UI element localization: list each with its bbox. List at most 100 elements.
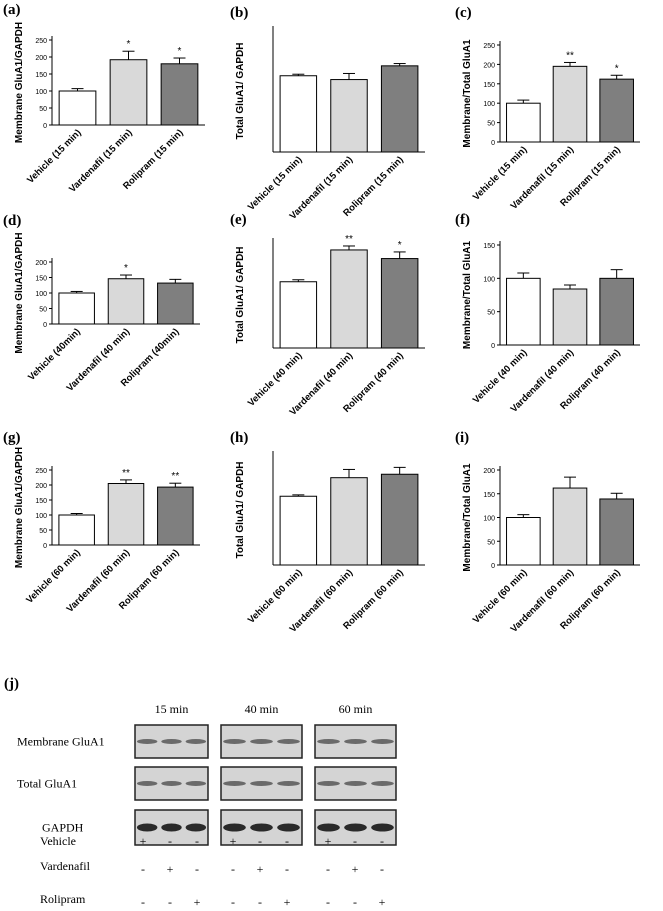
panel-label: (c) — [455, 5, 472, 21]
y-tick-label: 0 — [491, 343, 495, 350]
significance-label: * — [398, 240, 402, 251]
bar — [599, 498, 634, 566]
bar — [506, 102, 541, 143]
blot-band — [317, 781, 340, 786]
treatment-sign: + — [325, 834, 332, 848]
blot-band — [277, 739, 300, 744]
significance-label: * — [127, 39, 131, 50]
blot-band — [185, 823, 207, 832]
treatment-sign: + — [379, 895, 386, 909]
treatment-label: Vehicle — [40, 834, 76, 848]
bar — [552, 65, 588, 143]
treatment-sign: + — [230, 834, 237, 848]
treatment-sign: - — [326, 895, 330, 909]
y-tick-label: 50 — [39, 106, 47, 113]
blot-band — [344, 823, 367, 832]
bar — [330, 477, 368, 566]
blot-band — [277, 823, 300, 832]
blot-band — [371, 781, 394, 786]
y-tick-label: 100 — [35, 513, 47, 520]
y-tick-label: 0 — [491, 140, 495, 147]
treatment-sign: - — [231, 895, 235, 909]
bar — [157, 486, 194, 546]
blot-band — [136, 739, 158, 744]
panel-label: (e) — [230, 212, 247, 228]
blot-band — [223, 739, 246, 744]
significance-label: * — [615, 63, 619, 74]
treatment-label: Rolipram — [40, 892, 86, 906]
y-tick-label: 150 — [483, 492, 495, 499]
treatment-sign: - — [326, 862, 330, 876]
blot-band — [277, 781, 300, 786]
row-label: Total GluA1 — [17, 777, 77, 791]
bar — [58, 514, 95, 546]
bar — [330, 249, 368, 349]
y-axis-label: Membrane GluA1/GAPDH — [14, 447, 25, 568]
y-tick-label: 0 — [491, 563, 495, 570]
y-tick-label: 150 — [483, 243, 495, 250]
treatment-sign: - — [231, 862, 235, 876]
blot-band — [223, 781, 246, 786]
y-tick-label: 250 — [35, 38, 47, 45]
blot-band — [185, 781, 207, 786]
row-label: GAPDH — [42, 821, 84, 835]
y-tick-label: 100 — [35, 291, 47, 298]
y-tick-label: 200 — [35, 260, 47, 267]
treatment-sign: + — [352, 862, 359, 876]
y-tick-label: 250 — [483, 43, 495, 50]
blot-band — [136, 781, 158, 786]
x-tick-label: Vehicle (15 min) — [246, 154, 305, 213]
blot-band — [223, 823, 246, 832]
bar — [109, 59, 148, 126]
panel-label: (b) — [230, 5, 248, 21]
y-tick-label: 100 — [35, 89, 47, 96]
treatment-sign: - — [195, 834, 199, 848]
y-axis-label: Membrane/Total GluA1 — [462, 39, 473, 148]
blot-band — [317, 739, 340, 744]
bar — [107, 483, 145, 546]
bar — [599, 277, 634, 346]
treatment-sign: - — [285, 834, 289, 848]
blot-band — [136, 823, 158, 832]
bar — [107, 278, 145, 325]
treatment-sign: - — [141, 862, 145, 876]
panel-label: (i) — [455, 430, 469, 446]
blot-band — [371, 739, 394, 744]
y-tick-label: 250 — [35, 468, 47, 475]
bar — [380, 258, 419, 349]
y-tick-label: 0 — [43, 543, 47, 550]
blot-band — [344, 739, 367, 744]
y-tick-label: 50 — [487, 539, 495, 546]
y-tick-label: 200 — [35, 55, 47, 62]
blot-band — [161, 739, 182, 744]
x-tick-label: Vehicle (40min) — [26, 326, 83, 383]
treatment-sign: + — [257, 862, 264, 876]
treatment-sign: - — [258, 895, 262, 909]
panel-label: (f) — [455, 212, 470, 228]
treatment-sign: + — [140, 834, 147, 848]
bar — [380, 473, 419, 566]
y-axis-label: Membrane GluA1/GAPDH — [14, 232, 25, 353]
blot-band — [185, 739, 207, 744]
x-tick-label: Vehicle (40 min) — [246, 350, 305, 409]
time-label: 40 min — [245, 702, 279, 716]
bar — [279, 495, 318, 566]
y-tick-label: 100 — [483, 276, 495, 283]
panel-label: (d) — [3, 213, 21, 229]
treatment-label: Vardenafil — [40, 859, 91, 873]
bar — [506, 277, 541, 346]
significance-label: * — [124, 263, 128, 274]
time-label: 60 min — [339, 702, 373, 716]
y-tick-label: 150 — [35, 276, 47, 283]
y-axis-label: Membrane/Total GluA1 — [462, 463, 473, 572]
treatment-sign: - — [353, 895, 357, 909]
blot-band — [161, 823, 182, 832]
treatment-sign: + — [167, 862, 174, 876]
bar — [552, 288, 588, 346]
blot-band — [250, 823, 273, 832]
y-tick-label: 200 — [483, 62, 495, 69]
treatment-sign: - — [195, 862, 199, 876]
bar — [599, 78, 634, 143]
significance-label: ** — [566, 50, 574, 61]
